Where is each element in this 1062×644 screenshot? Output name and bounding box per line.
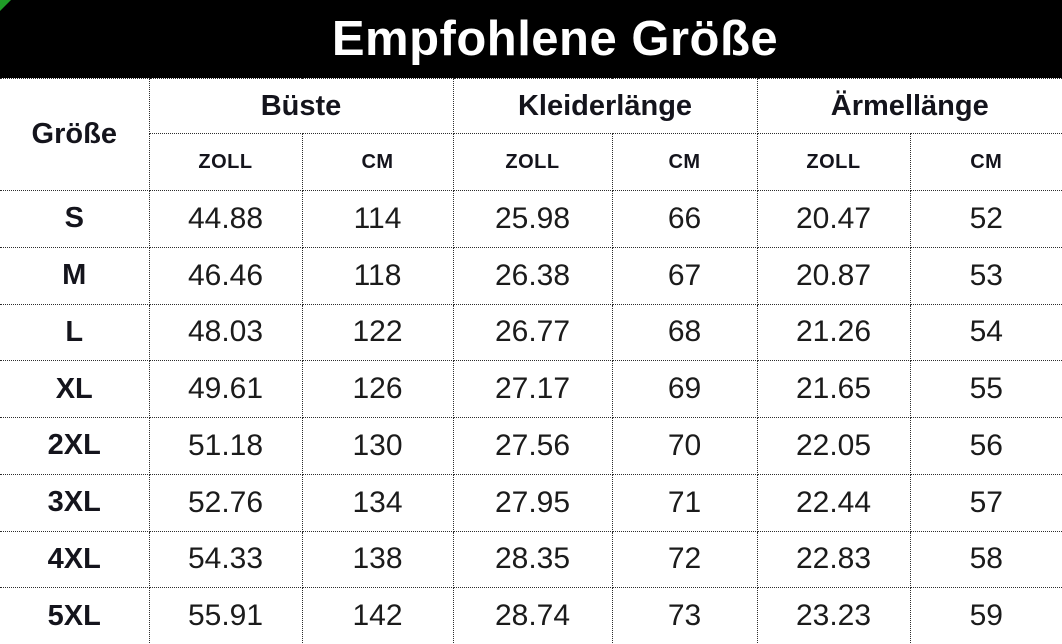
value-cell: 122: [301, 303, 454, 362]
value-cell: 114: [301, 190, 454, 248]
value-cell: 22.05: [756, 417, 911, 475]
value-cell: 20.47: [756, 190, 911, 248]
title-bar: Empfohlene Größe: [0, 0, 1062, 78]
value-cell: 20.87: [756, 246, 911, 305]
value-cell: 53: [909, 246, 1062, 305]
size-cell: S: [0, 190, 150, 248]
value-cell: 69: [611, 360, 758, 418]
size-cell: M: [0, 246, 150, 305]
unit-header-row: ZOLL CM ZOLL CM ZOLL CM: [0, 133, 1062, 191]
value-cell: 73: [611, 587, 758, 644]
value-cell: 126: [301, 360, 454, 418]
table-row: 5XL 55.91 142 28.74 73 23.23 59: [0, 587, 1062, 644]
value-cell: 130: [301, 417, 454, 475]
table-row: S 44.88 114 25.98 66 20.47 52: [0, 190, 1062, 248]
size-column-header: Größe: [0, 78, 150, 191]
size-cell: 2XL: [0, 417, 150, 475]
table-row: 4XL 54.33 138 28.35 72 22.83 58: [0, 530, 1062, 589]
value-cell: 55.91: [148, 587, 303, 644]
value-cell: 28.35: [452, 530, 613, 589]
value-cell: 21.26: [756, 303, 911, 362]
value-cell: 52: [909, 190, 1062, 248]
value-cell: 25.98: [452, 190, 613, 248]
value-cell: 71: [611, 473, 758, 532]
table-row: M 46.46 118 26.38 67 20.87 53: [0, 246, 1062, 305]
value-cell: 27.95: [452, 473, 613, 532]
value-cell: 118: [301, 246, 454, 305]
unit-header-kleider-zoll: ZOLL: [452, 133, 613, 191]
unit-header-aermel-zoll: ZOLL: [756, 133, 911, 191]
value-cell: 56: [909, 417, 1062, 475]
value-cell: 67: [611, 246, 758, 305]
group-header-aermellaenge: Ärmellänge: [756, 78, 1062, 134]
value-cell: 66: [611, 190, 758, 248]
value-cell: 55: [909, 360, 1062, 418]
value-cell: 27.56: [452, 417, 613, 475]
value-cell: 46.46: [148, 246, 303, 305]
value-cell: 27.17: [452, 360, 613, 418]
value-cell: 23.23: [756, 587, 911, 644]
group-header-row: Größe Büste Kleiderlänge Ärmellänge: [0, 78, 1062, 191]
value-cell: 58: [909, 530, 1062, 589]
value-cell: 44.88: [148, 190, 303, 248]
size-table: Größe Büste Kleiderlänge Ärmellänge ZOLL…: [0, 78, 1062, 644]
value-cell: 134: [301, 473, 454, 532]
unit-header-aermel-cm: CM: [909, 133, 1062, 191]
page-title: Empfohlene Größe: [331, 12, 779, 66]
value-cell: 22.83: [756, 530, 911, 589]
table-row: 2XL 51.18 130 27.56 70 22.05 56: [0, 417, 1062, 475]
value-cell: 70: [611, 417, 758, 475]
size-cell: 3XL: [0, 473, 150, 532]
value-cell: 52.76: [148, 473, 303, 532]
value-cell: 51.18: [148, 417, 303, 475]
value-cell: 138: [301, 530, 454, 589]
value-cell: 54.33: [148, 530, 303, 589]
group-header-kleiderlaenge: Kleiderlänge: [452, 78, 758, 134]
value-cell: 72: [611, 530, 758, 589]
group-header-bueste: Büste: [148, 78, 454, 134]
size-cell: 4XL: [0, 530, 150, 589]
value-cell: 54: [909, 303, 1062, 362]
value-cell: 142: [301, 587, 454, 644]
value-cell: 26.77: [452, 303, 613, 362]
unit-header-bueste-cm: CM: [301, 133, 454, 191]
size-cell: L: [0, 303, 150, 362]
table-row: L 48.03 122 26.77 68 21.26 54: [0, 303, 1062, 362]
value-cell: 49.61: [148, 360, 303, 418]
value-cell: 57: [909, 473, 1062, 532]
value-cell: 59: [909, 587, 1062, 644]
unit-header-bueste-zoll: ZOLL: [149, 133, 303, 191]
corner-flag-icon: [0, 0, 11, 11]
table-row: 3XL 52.76 134 27.95 71 22.44 57: [0, 473, 1062, 532]
value-cell: 22.44: [756, 473, 911, 532]
value-cell: 48.03: [148, 303, 303, 362]
size-cell: 5XL: [0, 587, 150, 644]
value-cell: 68: [611, 303, 758, 362]
value-cell: 26.38: [452, 246, 613, 305]
value-cell: 28.74: [452, 587, 613, 644]
size-cell: XL: [0, 360, 150, 418]
unit-header-kleider-cm: CM: [611, 133, 758, 191]
value-cell: 21.65: [756, 360, 911, 418]
table-row: XL 49.61 126 27.17 69 21.65 55: [0, 360, 1062, 418]
